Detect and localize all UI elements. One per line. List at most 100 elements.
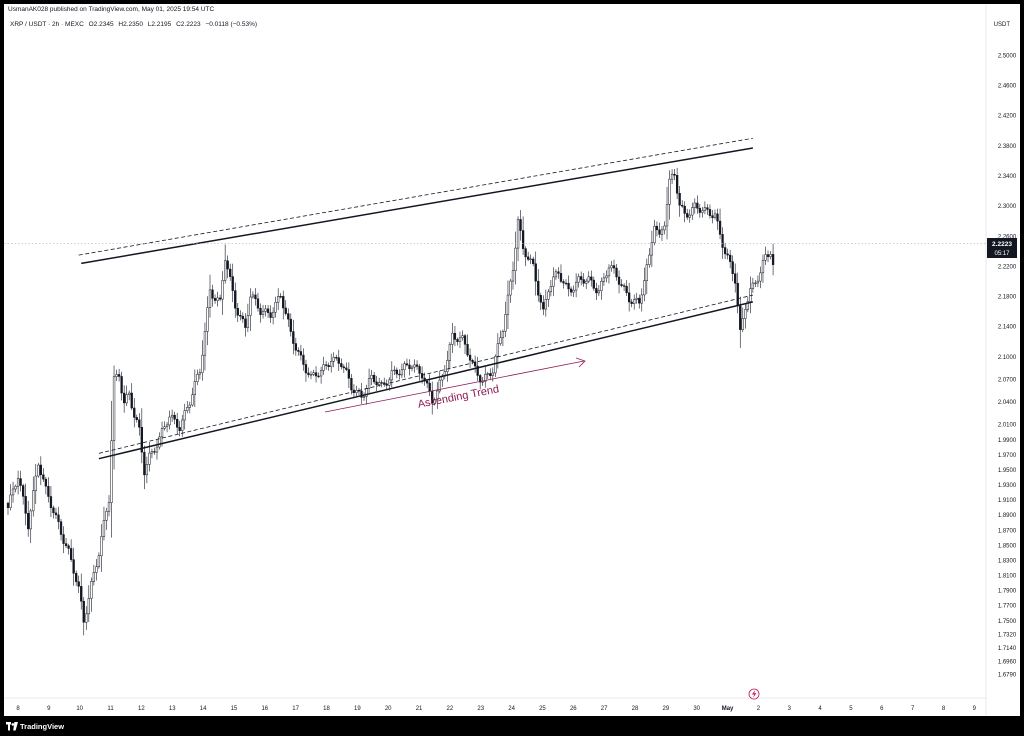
candle [87,585,90,623]
candle [16,470,20,495]
candle [749,276,752,314]
candle [289,313,292,337]
candle [75,570,78,586]
price-tag-value: 2.2223 [992,241,1012,248]
time-tick-label: 24 [508,706,515,712]
candle [287,308,290,327]
price-tick-label: 1.7320 [998,632,1017,638]
candle [458,331,462,348]
candle [746,296,749,313]
candle [14,484,17,493]
candle [640,288,643,312]
candle [607,264,611,284]
price-tick-label: 2.0100 [998,423,1017,429]
time-tick-label: 4 [818,706,822,712]
candle [630,299,633,308]
candle [299,344,303,361]
lightning-icon[interactable] [748,688,760,700]
candle [226,255,229,279]
candle [186,401,189,414]
candle [643,267,646,302]
price-tick-label: 2.5000 [998,53,1017,59]
time-tick-label: 23 [477,706,484,712]
candle [95,558,98,581]
candle [612,259,616,274]
candle [481,377,484,386]
candle [304,359,308,382]
candle [537,269,540,302]
candle [206,296,209,346]
candle [716,208,719,230]
candle [236,303,239,322]
candle [562,279,565,289]
candle [734,263,737,293]
candle [49,486,53,518]
candle [564,279,568,286]
candle [693,198,696,214]
candle [572,285,575,297]
price-tick-label: 1.8900 [998,513,1017,519]
candle [610,261,613,272]
candle [239,310,242,321]
candle [342,364,345,374]
price-tick-label: 2.1400 [998,325,1017,331]
time-tick-label: 21 [416,706,423,712]
candle [648,248,651,268]
candle [759,266,762,289]
candle [145,456,149,484]
channel-line[interactable] [81,147,754,265]
price-tick-label: 2.3800 [998,144,1017,150]
candle [744,303,747,329]
candle [542,295,545,316]
candle [256,292,260,312]
candle [269,305,272,323]
symbol-name[interactable]: XRP / USDT · 2h · MEXC [10,21,84,28]
candle [102,506,106,541]
price-tick-label: 1.9500 [998,468,1017,474]
candle [234,282,237,318]
time-tick-label: 8 [16,706,20,712]
candle [595,282,598,300]
candle [158,432,161,450]
candle [723,242,727,260]
candle [736,272,739,314]
channel-line-dashed[interactable] [98,294,753,454]
price-chart[interactable]: Ascending Trend 2.50002.46002.42002.3800… [4,4,1020,716]
candle [100,524,103,572]
channel-line[interactable] [98,301,754,460]
candle [681,200,684,208]
candle [337,349,340,372]
candle [191,387,194,407]
candle [557,267,560,279]
candle [751,277,755,293]
candle [274,296,277,318]
price-tick-label: 1.8300 [998,558,1017,564]
channel-line-dashed[interactable] [78,137,753,256]
candle [436,382,439,410]
time-tick-label: 30 [693,706,700,712]
candle [544,289,547,317]
time-tick-label: 28 [632,706,639,712]
time-tick-label: 9 [47,706,51,712]
candle [57,506,60,530]
candle [590,270,593,287]
candle [340,358,343,370]
candle [511,261,515,290]
candle [393,365,396,376]
candle [673,169,676,181]
candle [312,369,315,377]
candle [173,411,176,425]
candle [463,333,467,354]
candle [42,468,45,482]
candle [592,276,595,291]
candle [580,271,583,286]
candle [521,216,525,255]
candle [602,272,606,286]
candle [24,483,27,526]
candle [638,294,641,309]
candle [92,564,95,586]
time-tick-label: 2 [757,706,761,712]
candle [410,364,414,372]
candle [754,280,757,288]
candle [59,518,63,541]
